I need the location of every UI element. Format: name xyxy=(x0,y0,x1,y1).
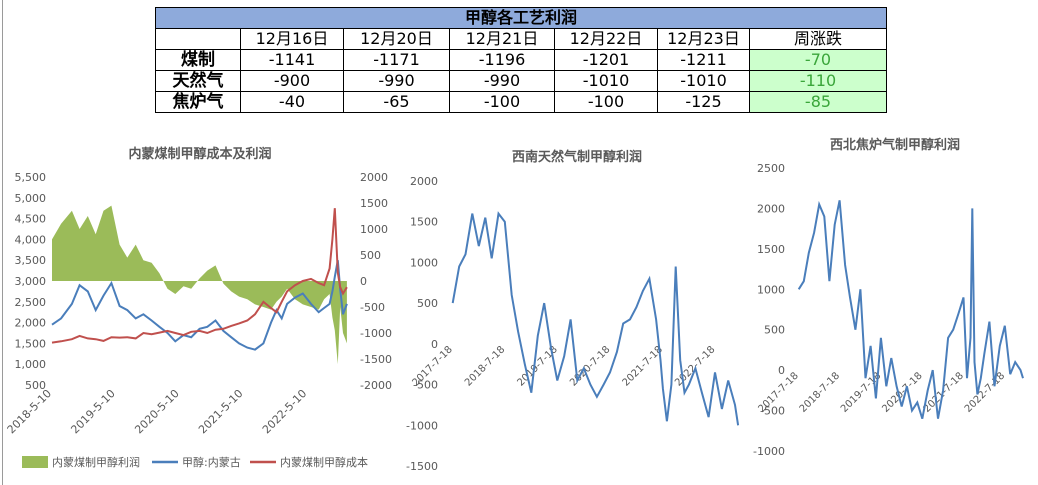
y-left-tick-label: 3,000 xyxy=(15,275,47,288)
legend-label: 甲醇:内蒙古 xyxy=(182,455,241,469)
table-row: 煤制 -1141 -1171 -1196 -1201 -1211 -70 xyxy=(155,49,887,71)
y-right-tick-label: 2000 xyxy=(360,171,388,184)
y-right-tick-label: -1000 xyxy=(360,327,392,340)
x-tick-label: 2018-7-18 xyxy=(798,370,842,414)
y-tick-label: 1500 xyxy=(757,243,785,256)
left-border-line xyxy=(2,0,3,485)
y-right-tick-label: 0 xyxy=(360,275,367,288)
y-left-tick-label: 1,000 xyxy=(15,358,47,371)
y-tick-label: -500 xyxy=(413,379,438,392)
y-tick-label: 2000 xyxy=(410,175,438,188)
legend-swatch-profit xyxy=(22,456,48,468)
y-right-tick-label: -500 xyxy=(360,301,385,314)
y-left-tick-label: 5,000 xyxy=(15,192,47,205)
chart-title: 西南天然气制甲醇利润 xyxy=(512,149,642,165)
series-line-cost xyxy=(51,208,348,344)
table-cell: -100 xyxy=(554,91,658,113)
legend-label: 内蒙煤制甲醇成本 xyxy=(280,455,368,469)
chart-northwest-coke-gas-methanol: 西北焦炉气制甲醇利润 2500 2000 1500 1000 500 0 -500 -1000 2… xyxy=(753,137,1024,458)
y-right-tick-label: 1000 xyxy=(360,223,388,236)
y-right-tick-label: 500 xyxy=(360,249,381,262)
y-tick-label: 500 xyxy=(764,324,785,337)
chart-title: 西北焦炉气制甲醇利润 xyxy=(830,137,960,153)
y-tick-label: 0 xyxy=(431,338,438,351)
y-right-tick-label: 1500 xyxy=(360,197,388,210)
table-header-cell: 12月20日 xyxy=(343,28,450,50)
series-line-profit xyxy=(451,211,740,426)
table-row-label: 焦炉气 xyxy=(155,91,241,113)
table-header-row: 12月16日 12月20日 12月21日 12月22日 12月23日 周涨跌 xyxy=(155,28,887,50)
table-cell: -900 xyxy=(240,70,344,92)
y-right-tick-label: -2000 xyxy=(360,379,392,392)
table-cell: -100 xyxy=(449,91,555,113)
y-left-tick-label: 2,000 xyxy=(15,317,47,330)
y-tick-label: -1500 xyxy=(406,460,438,473)
y-tick-label: 1000 xyxy=(757,283,785,296)
table-cell: -65 xyxy=(343,91,450,113)
x-tick-label: 2019-5-10 xyxy=(68,387,117,436)
y-tick-label: 1000 xyxy=(410,256,438,269)
x-tick-label: 2022-7-18 xyxy=(963,370,1007,414)
table-cell: -1010 xyxy=(554,70,658,92)
y-tick-label: 500 xyxy=(417,297,438,310)
y-left-tick-label: 4,500 xyxy=(15,213,47,226)
table-header-cell: 12月21日 xyxy=(449,28,555,50)
table-header-cell: 周涨跌 xyxy=(749,28,887,50)
profit-table: 甲醇各工艺利润 12月16日 12月20日 12月21日 12月22日 12月23日 周涨跌… xyxy=(155,7,887,113)
y-left-tick-label: 3,500 xyxy=(15,254,47,267)
x-tick-label: 2018-5-10 xyxy=(5,387,54,436)
y-tick-label: 1500 xyxy=(410,216,438,229)
y-tick-label: 2000 xyxy=(757,202,785,215)
table-header-cell: 12月16日 xyxy=(240,28,344,50)
weekly-change-cell: -85 xyxy=(749,91,887,113)
chart-neimeng-coal-methanol: 内蒙煤制甲醇成本及利润 5,500 5,000 4,500 4,000 3,500 3,00… xyxy=(5,146,392,469)
chart-title: 内蒙煤制甲醇成本及利润 xyxy=(128,146,271,162)
series-area-profit xyxy=(52,205,347,365)
y-left-tick-label: 2,500 xyxy=(15,296,47,309)
series-line-price xyxy=(51,260,348,351)
y-right-tick-label: -1500 xyxy=(360,353,392,366)
y-left-tick-label: 500 xyxy=(25,379,46,392)
chart-southwest-gas-methanol: 西南天然气制甲醇利润 2000 1500 1000 500 0 -500 -1000 -1500… xyxy=(406,149,740,473)
table-cell: -125 xyxy=(657,91,750,113)
table-cell: -1141 xyxy=(240,49,344,71)
y-tick-label: -1000 xyxy=(753,445,785,458)
weekly-change-cell: -110 xyxy=(749,70,887,92)
x-tick-label: 2020-5-10 xyxy=(132,387,181,436)
x-tick-label: 2021-7-18 xyxy=(621,344,665,388)
y-tick-label: -500 xyxy=(760,405,785,418)
table-row: 天然气 -900 -990 -990 -1010 -1010 -110 xyxy=(155,70,887,92)
table-title: 甲醇各工艺利润 xyxy=(155,7,887,29)
legend-label: 内蒙煤制甲醇利润 xyxy=(52,455,140,469)
y-tick-label: 2500 xyxy=(757,162,785,175)
x-tick-label: 2022-5-10 xyxy=(260,387,309,436)
y-tick-label: 0 xyxy=(778,364,785,377)
x-tick-label: 2021-5-10 xyxy=(196,387,245,436)
table-title-row: 甲醇各工艺利润 xyxy=(155,7,887,29)
y-left-tick-label: 1,500 xyxy=(15,337,47,350)
series-line-profit xyxy=(797,200,1024,419)
x-tick-label: 2018-7-18 xyxy=(463,344,507,388)
table-row-label: 煤制 xyxy=(155,49,241,71)
table-cell: -40 xyxy=(240,91,344,113)
y-left-tick-label: 5,500 xyxy=(15,171,47,184)
table-cell: -1196 xyxy=(449,49,555,71)
y-tick-label: -1000 xyxy=(406,419,438,432)
table-cell: -1201 xyxy=(554,49,658,71)
y-left-tick-label: 4,000 xyxy=(15,233,47,246)
table-row: 焦炉气 -40 -65 -100 -100 -125 -85 xyxy=(155,91,887,113)
